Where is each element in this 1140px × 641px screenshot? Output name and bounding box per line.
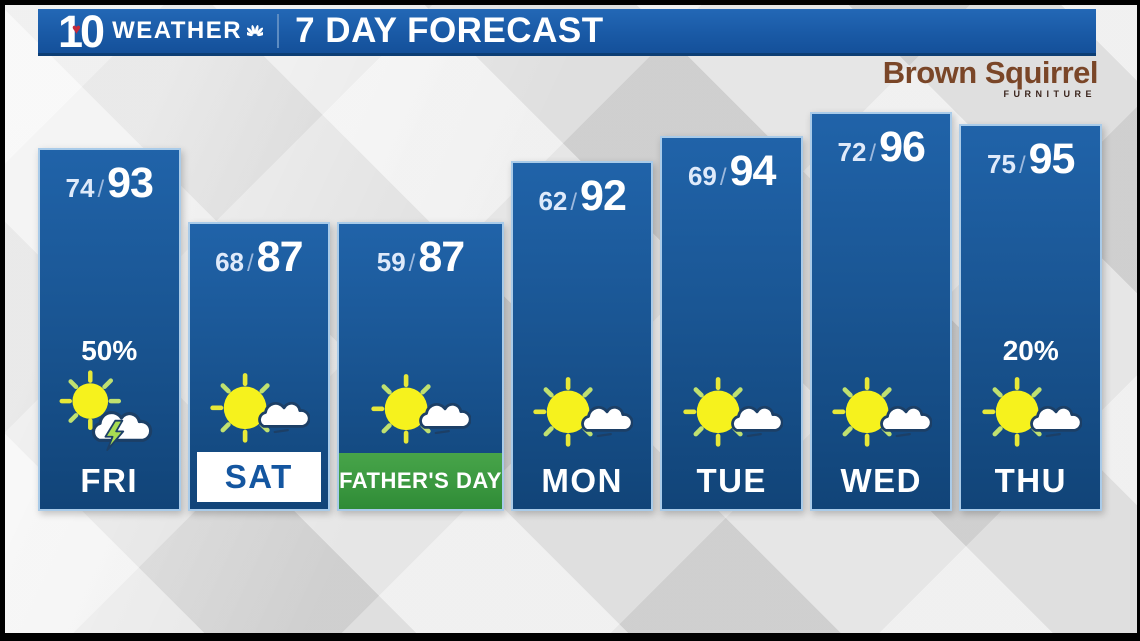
low-temp: 68 [215, 247, 244, 277]
temp-slash: / [570, 189, 578, 216]
forecast-day-column: 75 / 95 20% [959, 124, 1103, 511]
temps-row: 75 / 95 [961, 135, 1100, 184]
sun-cloud-icon [683, 377, 783, 447]
day-label: FRI [80, 462, 139, 499]
day-label: MON [541, 462, 623, 499]
header-bar: 10 ♥ WEATHER 7 DAY FORECAST [38, 9, 1096, 56]
day-label: SAT [196, 452, 322, 502]
forecast-day-column: 69 / 94 [660, 136, 803, 511]
low-temp: 74 [65, 173, 95, 203]
temps-row: 62 / 92 [513, 172, 652, 221]
station-weather-label: WEATHER [112, 17, 243, 44]
high-temp: 96 [879, 123, 926, 171]
day-label: THU [994, 462, 1067, 499]
station-10-logo: 10 ♥ [58, 5, 105, 57]
high-temp: 95 [1028, 135, 1076, 183]
column-spacer [40, 208, 179, 336]
precip-chance: 20% [1002, 335, 1059, 366]
station-number: 10 [58, 5, 105, 57]
temps-row: 74 / 93 [40, 159, 179, 208]
precip-chance [513, 336, 652, 366]
sponsor-name: Brown Squirrel [882, 55, 1099, 90]
column-spacer [812, 172, 951, 336]
header-divider [277, 14, 280, 48]
sun-storm-cloud-icon [59, 370, 153, 451]
forecast-day-column: 74 / 93 50% [38, 148, 181, 511]
day-label: TUE [696, 462, 767, 499]
day-label: FATHER'S DAY [339, 453, 502, 509]
column-spacer [961, 184, 1100, 336]
forecast-day-column: 72 / 96 [809, 112, 953, 511]
forecast-day-column: 68 / 87 [187, 222, 331, 511]
weather-icon [830, 369, 933, 451]
temps-row: 69 / 94 [662, 147, 801, 196]
precip-chance [190, 332, 329, 362]
temps-row: 59 / 87 [339, 233, 502, 282]
low-temp: 69 [687, 161, 717, 191]
forecast-day-column: 59 / 87 [337, 222, 504, 511]
weather-icon [369, 366, 472, 448]
weather-icon [980, 369, 1082, 451]
column-spacer [662, 196, 801, 336]
sponsor-tagline: FURNITURE [1003, 89, 1096, 99]
forecast-day-column: 62 / 92 [510, 161, 654, 511]
high-temp: 92 [580, 172, 627, 220]
high-temp: 87 [256, 233, 304, 281]
column-spacer [513, 221, 652, 336]
sun-cloud-icon [533, 377, 634, 447]
forecast-row: 74 / 93 50% [38, 0, 1103, 511]
high-temp: 94 [729, 147, 777, 195]
high-temp: 93 [107, 159, 154, 207]
sun-cloud-icon [832, 377, 933, 447]
weather-icon [681, 369, 783, 451]
temp-slash: / [1018, 152, 1026, 179]
temps-row: 68 / 87 [190, 233, 329, 282]
low-temp: 75 [987, 149, 1016, 179]
low-temp: 62 [538, 186, 568, 216]
weather-icon [58, 369, 160, 451]
nbc-peacock-icon [244, 24, 267, 39]
temp-slash: / [719, 164, 727, 191]
low-temp: 72 [837, 137, 867, 167]
column-spacer [190, 282, 329, 332]
column-spacer [339, 282, 502, 333]
temp-slash: / [408, 250, 416, 277]
sponsor-logo: Brown Squirrel FURNITURE [882, 55, 1099, 99]
day-label: WED [840, 462, 922, 499]
precip-chance [662, 336, 801, 366]
precip-chance [812, 336, 951, 366]
page-title: 7 DAY FORECAST [295, 11, 604, 50]
weather-icon [208, 365, 310, 447]
low-temp: 59 [376, 247, 406, 277]
temp-slash: / [97, 176, 105, 203]
sun-cloud-icon [210, 373, 310, 443]
precip-chance: 50% [81, 335, 138, 366]
temp-slash: / [869, 140, 877, 167]
temps-row: 72 / 96 [812, 123, 951, 172]
temp-slash: / [247, 250, 254, 277]
sun-cloud-icon [371, 374, 472, 444]
weather-icon [531, 369, 634, 451]
sun-cloud-icon [982, 377, 1082, 447]
heart-icon: ♥ [72, 20, 81, 38]
precip-chance [339, 333, 502, 363]
high-temp: 87 [418, 233, 465, 281]
